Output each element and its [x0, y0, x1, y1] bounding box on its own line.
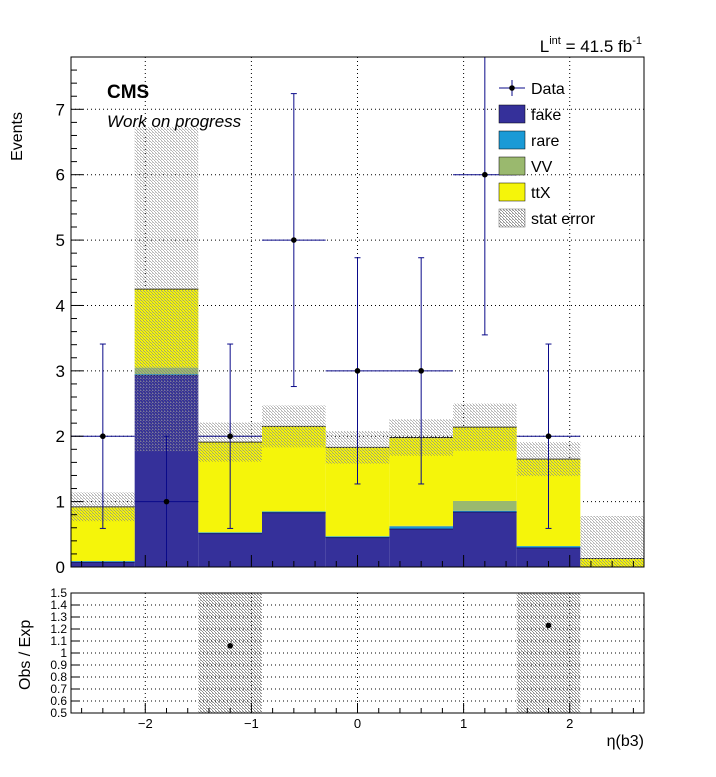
bar-rare — [198, 532, 262, 534]
legend-swatch-fake — [498, 104, 526, 124]
y-tick-label: 7 — [56, 100, 65, 119]
stat-error-band — [134, 126, 199, 452]
ratio-y-axis-title: Obs / Exp — [17, 620, 34, 690]
bar-VV — [389, 525, 453, 527]
ratio-stat-band — [516, 593, 581, 713]
data-point — [100, 433, 106, 440]
x-tick-label: 0 — [354, 716, 361, 731]
cms-label: CMS — [107, 82, 149, 103]
legend-label: ttX — [531, 185, 551, 202]
ratio-y-tick-label: 1 — [60, 646, 67, 660]
data-point — [163, 498, 170, 505]
legend-swatch-rare — [498, 130, 526, 150]
ratio-axis-ticks: 0.50.60.70.80.911.11.21.31.41.5−2 −1 0 1 2 — [50, 586, 634, 731]
bar-fake — [516, 548, 581, 567]
y-tick-label: 0 — [56, 558, 65, 577]
bar-rare — [325, 536, 390, 538]
y-axis-title: Events — [9, 112, 26, 161]
y-tick-label: 1 — [56, 493, 65, 512]
ratio-y-tick-label: 1.5 — [50, 586, 67, 600]
y-tick-label: 6 — [56, 166, 65, 185]
x-tick-label: −2 — [138, 716, 153, 731]
bar-fake — [389, 529, 453, 567]
ratio-y-tick-label: 0.6 — [50, 694, 67, 708]
ratio-y-tick-label: 1.4 — [50, 598, 67, 612]
legend-label: rare — [531, 133, 560, 150]
y-tick-label: 2 — [56, 427, 65, 446]
data-point — [227, 433, 233, 440]
luminosity-label: Lint = 41.5 fb-1 — [540, 35, 642, 56]
ratio-y-tick-label: 1.1 — [50, 634, 67, 648]
legend: Data fake rare VV ttX stat error — [498, 80, 596, 228]
lumi-base: L — [540, 37, 549, 56]
ratio-y-tick-label: 0.8 — [50, 670, 67, 684]
bar-VV — [453, 500, 517, 511]
ratio-points — [227, 622, 552, 649]
data-points — [71, 57, 581, 568]
lumi-unit-sup: -1 — [632, 35, 642, 47]
legend-label: fake — [531, 107, 561, 124]
ratio-y-tick-label: 0.9 — [50, 658, 67, 672]
legend-data-marker — [509, 85, 515, 91]
lumi-sup: int — [549, 35, 561, 47]
ratio-y-tick-label: 1.3 — [50, 610, 67, 624]
bar-rare — [516, 546, 581, 549]
main-plot-panel: 0 1 2 3 4 5 6 7 — [56, 56, 645, 577]
subtitle-label: Work on progress — [107, 112, 242, 131]
data-point — [291, 237, 297, 243]
x-tick-label: 2 — [566, 716, 573, 731]
y-tick-label: 4 — [56, 296, 65, 315]
legend-swatch-ttX — [498, 182, 526, 202]
stat-error-band — [580, 516, 644, 567]
x-tick-label: −1 — [244, 716, 259, 731]
y-tick-label: 5 — [56, 231, 65, 250]
data-point — [545, 433, 552, 440]
main-axis-ticks: 0 1 2 3 4 5 6 7 — [56, 56, 634, 577]
legend-label: Data — [531, 81, 565, 98]
legend-swatch-VV — [498, 156, 526, 176]
x-axis-title: η(b3) — [607, 733, 644, 750]
ratio-y-tick-label: 1.2 — [50, 622, 67, 636]
bar-rare — [262, 511, 326, 513]
y-tick-label: 3 — [56, 362, 65, 381]
bar-fake — [262, 512, 326, 567]
bar-rare — [453, 510, 517, 513]
legend-label: VV — [531, 159, 553, 176]
x-tick-label: 1 — [460, 716, 467, 731]
legend-label: stat error — [531, 211, 596, 228]
data-point — [354, 368, 361, 374]
ratio-grid — [71, 593, 644, 713]
ratio-y-tick-label: 0.5 — [50, 706, 67, 720]
bar-fake — [453, 512, 517, 567]
bar-rare — [389, 526, 453, 530]
data-point — [418, 368, 424, 374]
ratio-point — [545, 622, 552, 629]
data-point — [482, 171, 488, 178]
stat-error-band — [262, 405, 326, 448]
legend-hatch-swatch — [498, 208, 526, 228]
ratio-point — [227, 643, 233, 649]
lumi-value: = 41.5 fb — [561, 37, 632, 56]
stat-error-band — [453, 403, 517, 451]
ratio-y-tick-label: 0.7 — [50, 682, 67, 696]
ratio-plot-panel: 0.50.60.70.80.911.11.21.31.41.5−2 −1 0 1 2 — [50, 586, 645, 731]
